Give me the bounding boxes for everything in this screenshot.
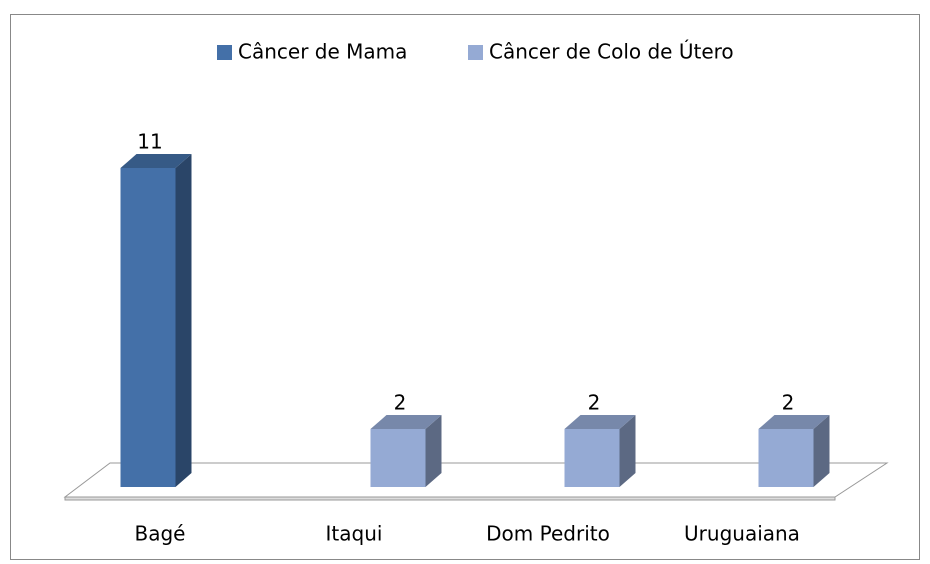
bar-top <box>120 154 192 168</box>
data-label: 2 <box>588 391 601 415</box>
x-tick-label: Uruguaiana <box>684 522 800 546</box>
x-tick-label: Dom Pedrito <box>486 522 610 546</box>
x-tick-label: Bagé <box>135 522 186 546</box>
data-label: 2 <box>394 391 407 415</box>
bar-top <box>370 415 442 429</box>
bar-top <box>564 415 636 429</box>
bar <box>758 429 814 487</box>
bar <box>370 429 426 487</box>
bar-top <box>758 415 830 429</box>
bar <box>120 168 176 487</box>
legend-swatch <box>468 45 483 60</box>
floor-edge <box>64 496 836 501</box>
bar <box>564 429 620 487</box>
legend-label: Câncer de Colo de Útero <box>489 40 734 64</box>
bar-side <box>175 154 192 487</box>
bar-side <box>425 415 442 487</box>
legend-label: Câncer de Mama <box>238 40 407 64</box>
data-label: 11 <box>137 130 162 154</box>
x-tick-label: Itaqui <box>326 522 383 546</box>
bar-side <box>813 415 830 487</box>
data-label: 2 <box>782 391 795 415</box>
bar-side <box>619 415 636 487</box>
legend-swatch <box>217 45 232 60</box>
